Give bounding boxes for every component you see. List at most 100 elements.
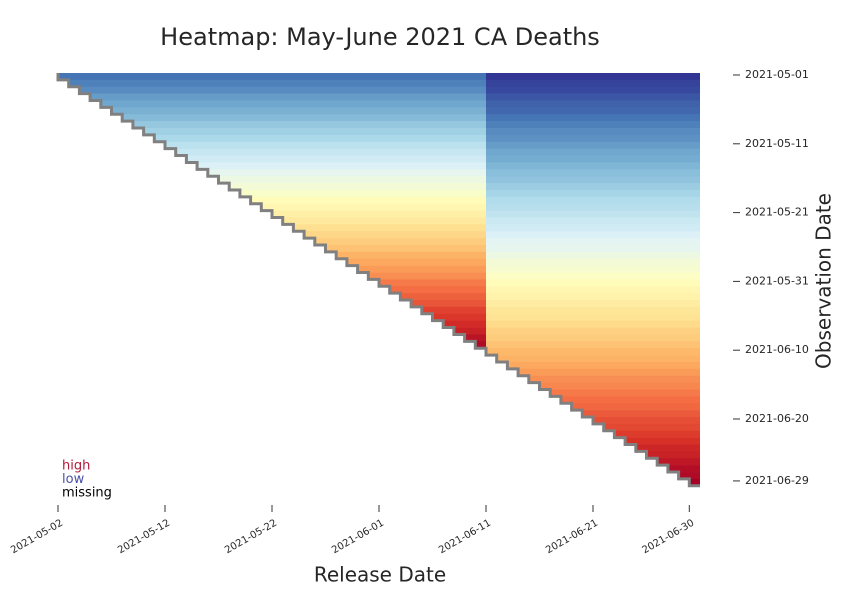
- heatmap-cell: [453, 327, 487, 335]
- heatmap-cell: [400, 293, 487, 301]
- heatmap-cell: [293, 224, 487, 232]
- y-tick-label: 2021-05-11: [745, 137, 809, 150]
- heatmap-cell: [496, 355, 700, 363]
- heatmap-cell: [357, 265, 487, 273]
- heatmap-cell: [111, 107, 487, 115]
- heatmap-cell: [486, 300, 700, 308]
- chart-title: Heatmap: May-June 2021 CA Deaths: [160, 23, 600, 51]
- y-tick-label: 2021-05-01: [745, 68, 809, 81]
- heatmap-cell: [689, 478, 700, 487]
- heatmap: [58, 73, 700, 487]
- heatmap-cell: [90, 93, 487, 101]
- heatmap-cell: [432, 313, 487, 321]
- heatmap-cell: [79, 86, 487, 94]
- x-tick-label: 2021-06-11: [437, 518, 493, 557]
- heatmap-cell: [389, 286, 487, 294]
- heatmap-cell: [635, 444, 700, 452]
- heatmap-cell: [175, 148, 487, 156]
- heatmap-cell: [325, 245, 487, 253]
- heatmap-cell: [272, 210, 487, 218]
- heatmap-cell: [486, 162, 700, 170]
- heatmap-cell: [486, 293, 700, 301]
- heatmap-cell: [507, 361, 700, 370]
- heatmap-cell: [625, 437, 700, 445]
- heatmap-cell: [186, 155, 487, 163]
- heatmap-cell: [486, 334, 700, 342]
- heatmap-cell: [486, 251, 700, 260]
- y-tick-label: 2021-06-10: [745, 343, 809, 356]
- heatmap-cell: [486, 265, 700, 273]
- heatmap-cell: [486, 107, 700, 115]
- heatmap-cell: [486, 224, 700, 232]
- x-tick-label: 2021-06-30: [640, 518, 696, 557]
- heatmap-cell: [486, 128, 700, 136]
- heatmap-cell: [486, 258, 700, 266]
- heatmap-cell: [346, 258, 487, 266]
- heatmap-cell: [411, 300, 487, 308]
- x-tick-label: 2021-05-22: [223, 518, 279, 557]
- x-tick-label: 2021-05-02: [9, 518, 65, 557]
- heatmap-cell: [560, 396, 700, 404]
- heatmap-cell: [239, 189, 487, 198]
- heatmap-cell: [368, 272, 487, 280]
- heatmap-cell: [122, 114, 487, 122]
- heatmap-cell: [68, 79, 487, 88]
- heatmap-cell: [143, 128, 487, 136]
- heatmap-cell: [486, 245, 700, 253]
- heatmap-cell: [486, 341, 700, 349]
- heatmap-cell: [603, 423, 700, 432]
- heatmap-cell: [486, 279, 700, 287]
- legend-label: missing: [62, 486, 112, 501]
- heatmap-cell: [518, 368, 700, 377]
- y-tick-label: 2021-05-31: [745, 274, 809, 287]
- heatmap-cell: [282, 217, 487, 225]
- heatmap-cell: [486, 348, 700, 356]
- heatmap-cell: [475, 341, 487, 349]
- heatmap-cell: [678, 472, 700, 480]
- heatmap-cell: [486, 141, 700, 149]
- heatmap-cell: [614, 430, 700, 438]
- heatmap-cell: [486, 155, 700, 163]
- heatmap-cell: [571, 403, 700, 411]
- heatmap-cell: [486, 306, 700, 315]
- heatmap-cell: [582, 410, 700, 418]
- heatmap-cell: [486, 114, 700, 122]
- heatmap-cell: [486, 93, 700, 101]
- missing-boundary: [56, 73, 700, 488]
- heatmap-cell: [218, 176, 487, 184]
- heatmap-cell: [486, 148, 700, 156]
- heatmap-cell: [486, 327, 700, 335]
- heatmap-cell: [421, 306, 487, 315]
- heatmap-cell: [58, 73, 487, 81]
- y-axis-label: Observation Date: [812, 193, 836, 369]
- heatmap-cell: [486, 169, 700, 177]
- heatmap-cell: [486, 86, 700, 94]
- heatmap-cell: [261, 203, 487, 211]
- heatmap-cell: [165, 141, 487, 149]
- heatmap-cell: [486, 100, 700, 108]
- x-tick-label: 2021-05-12: [116, 518, 172, 557]
- heatmap-cell: [486, 189, 700, 198]
- heatmap-cell: [132, 121, 487, 129]
- heatmap-cell: [528, 375, 700, 383]
- legend-label: high: [62, 459, 90, 474]
- heatmap-cell: [486, 217, 700, 225]
- heatmap-cell: [486, 203, 700, 211]
- heatmap-cell: [486, 313, 700, 321]
- heatmap-cell: [314, 238, 487, 246]
- heatmap-cell: [197, 162, 487, 170]
- heatmap-cell: [154, 134, 487, 143]
- heatmap-cell: [486, 134, 700, 143]
- heatmap-cell: [486, 183, 700, 191]
- heatmap-cell: [100, 100, 487, 108]
- heatmap-cell: [486, 238, 700, 246]
- x-axis-label: Release Date: [314, 563, 446, 587]
- heatmap-cell: [486, 320, 700, 328]
- x-tick-label: 2021-06-21: [544, 518, 600, 557]
- legend-label: low: [62, 472, 85, 487]
- heatmap-cell: [486, 79, 700, 88]
- heatmap-cell: [667, 465, 700, 473]
- heatmap-cell: [486, 176, 700, 184]
- heatmap-cell: [539, 382, 700, 390]
- heatmap-cell: [229, 183, 487, 191]
